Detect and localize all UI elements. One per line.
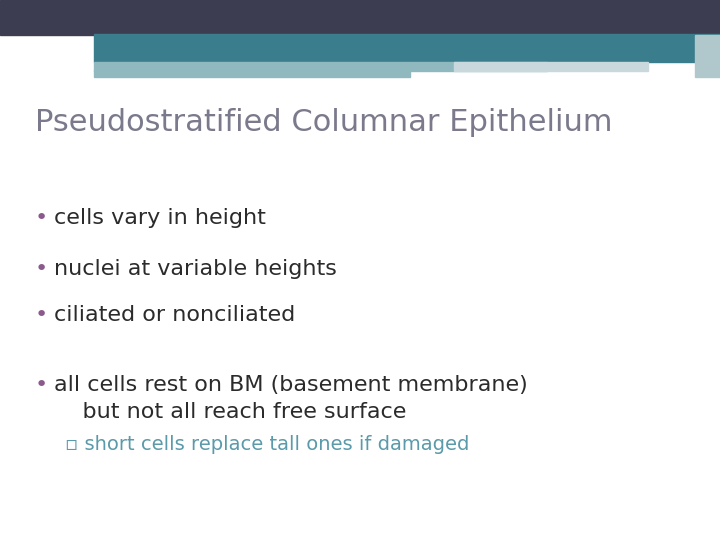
Bar [454,62,648,71]
Text: nuclei at variable heights: nuclei at variable heights [54,259,337,279]
Bar [94,34,720,62]
Bar [94,70,410,77]
Bar [695,35,720,77]
Text: Pseudostratified Columnar Epithelium: Pseudostratified Columnar Epithelium [35,108,612,137]
Text: •: • [35,208,48,228]
Text: cells vary in height: cells vary in height [54,208,266,228]
Text: •: • [35,305,48,325]
Text: all cells rest on BM (basement membrane)
    but not all reach free surface: all cells rest on BM (basement membrane)… [54,375,528,422]
Bar [94,62,547,71]
Text: ciliated or nonciliated: ciliated or nonciliated [54,305,295,325]
Text: •: • [35,259,48,279]
Text: •: • [35,375,48,395]
Text: ▫ short cells replace tall ones if damaged: ▫ short cells replace tall ones if damag… [65,435,469,454]
Bar [0,0,720,35]
